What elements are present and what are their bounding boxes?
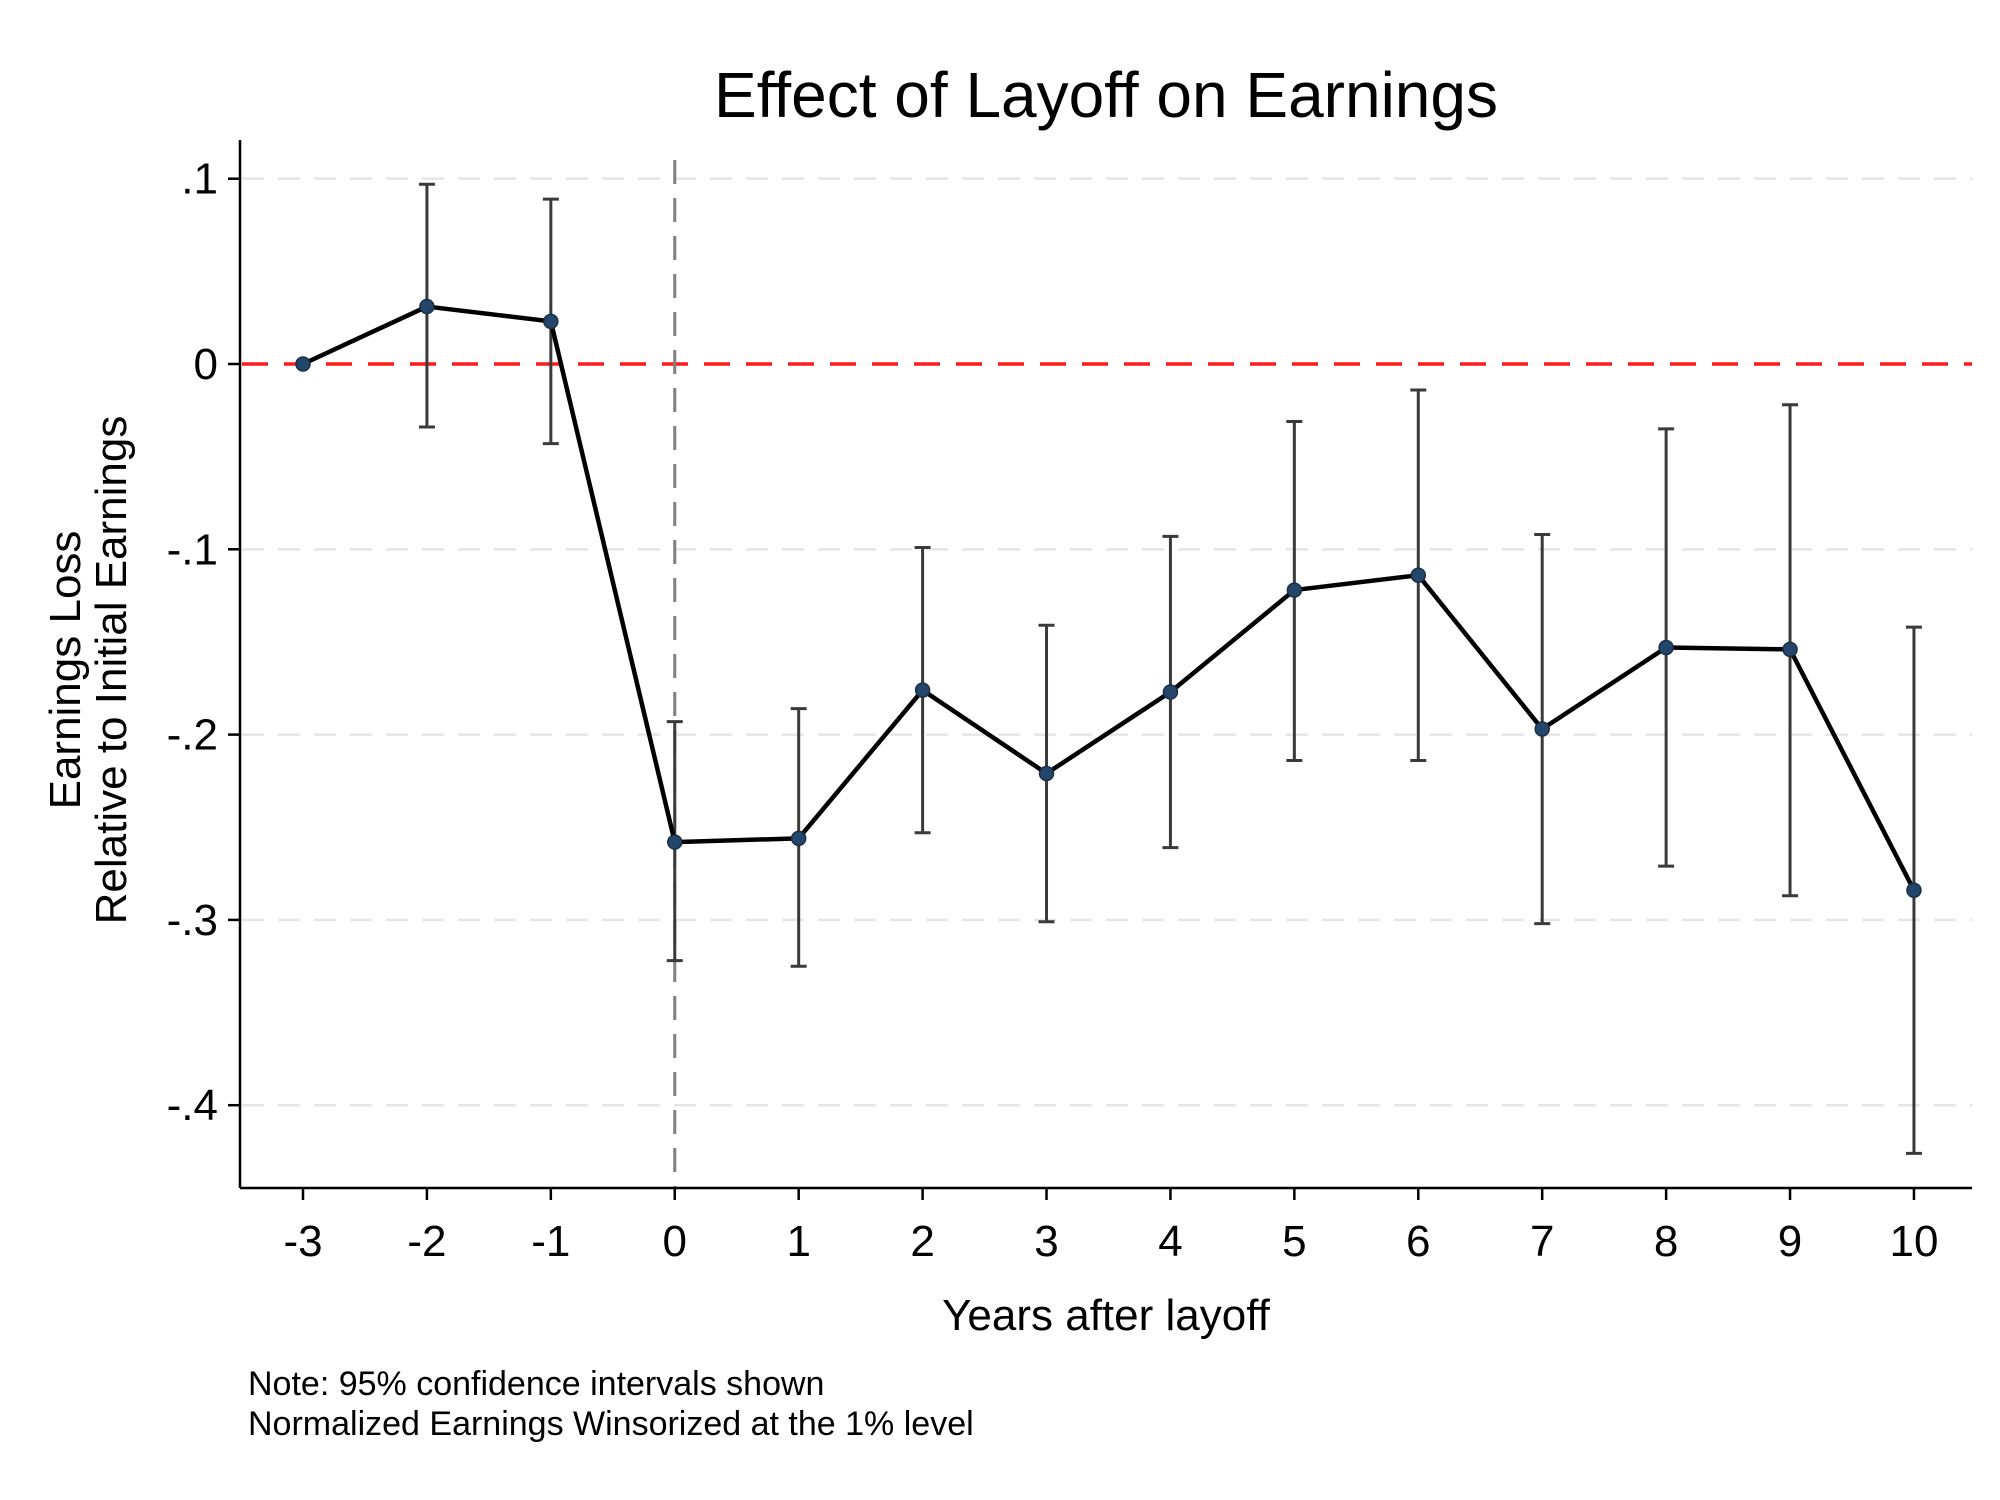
x-tick-label: -1: [531, 1217, 570, 1266]
error-bars: [418, 182, 1922, 1155]
x-tick-label: 2: [910, 1217, 934, 1266]
data-point: [295, 356, 311, 372]
x-tick-label: 7: [1530, 1217, 1554, 1266]
data-point: [543, 313, 559, 330]
x-tick-label: 8: [1654, 1217, 1678, 1266]
estimate-line: [302, 304, 1916, 892]
data-point: [1410, 567, 1427, 583]
x-tick-label: 5: [1282, 1217, 1306, 1266]
y-tick-label: -.2: [167, 711, 218, 760]
y-axis-title-line-2: Relative to Initial Earnings: [87, 416, 136, 925]
x-tick-label: -2: [407, 1217, 446, 1266]
data-point: [667, 834, 683, 850]
data-point: [419, 298, 435, 315]
note-ci: Note: 95% confidence intervals shown: [248, 1365, 825, 1403]
x-tick-label: 4: [1158, 1217, 1182, 1266]
note-winsorized: Normalized Earnings Winsorized at the 1%…: [248, 1405, 974, 1443]
y-axis-title-line-1: Earnings Loss: [41, 531, 90, 810]
data-point: [1286, 582, 1303, 598]
x-tick-label: 10: [1889, 1217, 1938, 1266]
data-point: [1658, 639, 1674, 656]
data-point: [1162, 684, 1179, 700]
x-axis-title: Years after layoff: [942, 1291, 1271, 1340]
data-point: [1534, 721, 1550, 737]
chart-title: Effect of Layoff on Earnings: [714, 59, 1498, 131]
x-tick-label: 9: [1778, 1217, 1802, 1266]
series-line: [302, 304, 1916, 892]
data-point: [1038, 765, 1055, 782]
y-tick-label: -.4: [167, 1081, 218, 1130]
data-point: [1782, 641, 1798, 658]
axes: [228, 140, 1972, 1200]
data-point: [1906, 882, 1922, 899]
x-tick-label: 6: [1406, 1217, 1430, 1266]
x-tick-label: -3: [283, 1217, 322, 1266]
x-tick-label: 1: [786, 1217, 810, 1266]
reference-lines: [242, 160, 1972, 1188]
y-tick-label: 0: [194, 340, 218, 389]
tick-labels: .1 0 -.1 -.2 -.3 -.4 -3 -2 -1 0 1 2 3 4 5 6 7 8 9 10: [167, 155, 1939, 1266]
y-tick-label: -.1: [167, 525, 218, 574]
y-axis-title: Earnings Loss Relative to Initial Earnin…: [41, 416, 136, 925]
x-tick-label: 3: [1034, 1217, 1058, 1266]
data-point: [790, 830, 807, 847]
x-tick-label: 0: [663, 1217, 687, 1266]
data-point: [914, 682, 931, 698]
data-points: [295, 298, 1922, 899]
y-tick-label: -.3: [167, 896, 218, 945]
y-tick-label: .1: [181, 155, 218, 204]
